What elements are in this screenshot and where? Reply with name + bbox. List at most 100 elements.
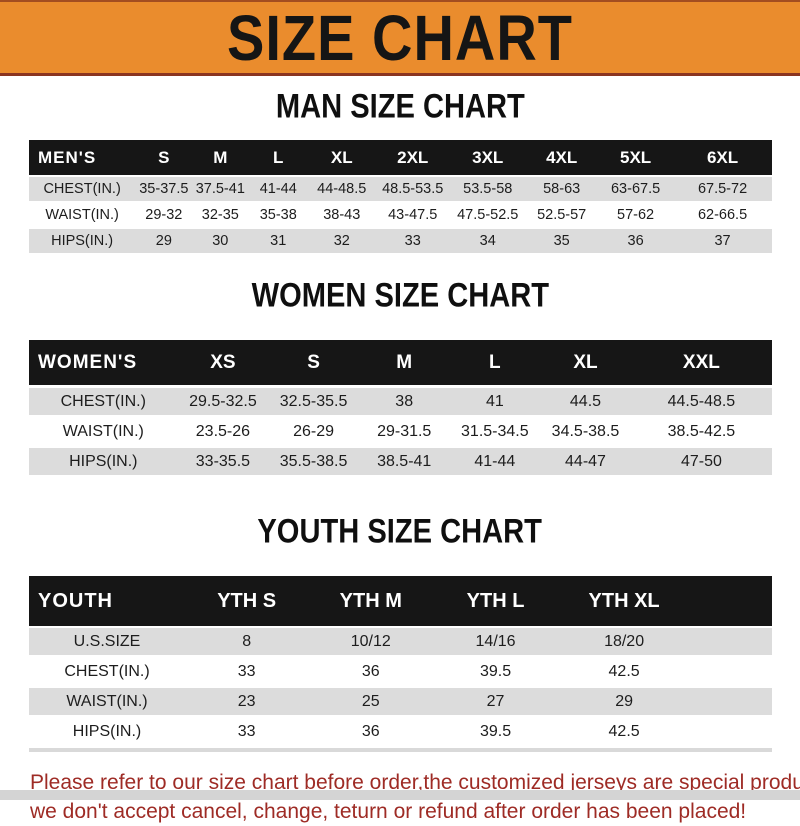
- size-value-cell: 32: [308, 229, 376, 255]
- size-value-cell: 38.5-41: [358, 448, 450, 478]
- size-column-header: 2XL: [375, 140, 451, 177]
- size-column-header: YTH M: [308, 576, 434, 628]
- youth-header-label: YOUTH: [29, 576, 186, 628]
- row-label: WAIST(IN.): [29, 688, 186, 718]
- filler-cell: [690, 718, 772, 748]
- size-column-header: L: [449, 340, 541, 388]
- size-value-cell: 38.5-42.5: [630, 418, 772, 448]
- size-value-cell: 53.5-58: [450, 177, 526, 203]
- size-column-header: XL: [308, 140, 376, 177]
- size-value-cell: 39.5: [433, 718, 558, 748]
- size-value-cell: 48.5-53.5: [375, 177, 451, 203]
- man-section-title: MAN SIZE CHART: [0, 87, 800, 127]
- women-section-title: WOMEN SIZE CHART: [0, 276, 800, 316]
- size-chart-banner: SIZE CHART: [0, 0, 800, 76]
- size-value-cell: 31.5-34.5: [449, 418, 541, 448]
- size-value-cell: 44-48.5: [308, 177, 376, 203]
- size-value-cell: 44-47: [540, 448, 631, 478]
- size-column-header: S: [135, 140, 193, 177]
- size-value-cell: 42.5: [557, 658, 691, 688]
- youth-hips-row: HIPS(IN.) 33 36 39.5 42.5: [29, 718, 772, 748]
- size-column-header: M: [358, 340, 450, 388]
- size-value-cell: 52.5-57: [525, 203, 599, 229]
- women-section-title-text: WOMEN SIZE CHART: [251, 276, 549, 315]
- size-column-header: YTH S: [185, 576, 309, 628]
- youth-table-bottom-strip: [29, 748, 772, 752]
- bottom-gray-strip: [0, 790, 800, 800]
- row-label: CHEST(IN.): [29, 177, 136, 203]
- size-value-cell: 58-63: [525, 177, 599, 203]
- size-column-header: L: [248, 140, 309, 177]
- size-value-cell: 42.5: [557, 718, 691, 748]
- youth-ussize-row: U.S.SIZE 8 10/12 14/16 18/20: [29, 628, 772, 658]
- size-value-cell: 38: [358, 388, 450, 418]
- size-value-cell: 18/20: [557, 628, 691, 658]
- size-column-header: M: [192, 140, 249, 177]
- footer-note-line1: Please refer to our size chart before or…: [30, 771, 800, 794]
- row-label: WAIST(IN.): [29, 418, 178, 448]
- size-value-cell: 36: [308, 718, 434, 748]
- row-label: CHEST(IN.): [29, 658, 186, 688]
- women-chest-row: CHEST(IN.) 29.5-32.5 32.5-35.5 38 41 44.…: [29, 388, 772, 418]
- size-value-cell: 10/12: [308, 628, 434, 658]
- banner-title: SIZE CHART: [227, 0, 573, 74]
- size-value-cell: 47.5-52.5: [450, 203, 526, 229]
- row-label: U.S.SIZE: [29, 628, 186, 658]
- women-waist-row: WAIST(IN.) 23.5-26 26-29 29-31.5 31.5-34…: [29, 418, 772, 448]
- size-value-cell: 41-44: [248, 177, 309, 203]
- women-header-label: WOMEN'S: [29, 340, 178, 388]
- size-value-cell: 30: [192, 229, 249, 255]
- size-column-header: YTH XL: [557, 576, 691, 628]
- youth-section-title: YOUTH SIZE CHART: [0, 513, 800, 553]
- size-value-cell: 34.5-38.5: [540, 418, 631, 448]
- man-section-title-text: MAN SIZE CHART: [275, 87, 525, 126]
- header-filler-cell: [690, 576, 772, 628]
- size-value-cell: 33-35.5: [177, 448, 269, 478]
- men-hips-row: HIPS(IN.) 29 30 31 32 33 34 35 36 37: [29, 229, 772, 255]
- size-value-cell: 29-32: [135, 203, 193, 229]
- men-waist-row: WAIST(IN.) 29-32 32-35 35-38 38-43 43-47…: [29, 203, 772, 229]
- row-label: CHEST(IN.): [29, 388, 178, 418]
- size-value-cell: 35-38: [248, 203, 309, 229]
- size-column-header: S: [268, 340, 359, 388]
- size-value-cell: 32.5-35.5: [268, 388, 359, 418]
- size-value-cell: 57-62: [598, 203, 674, 229]
- size-value-cell: 14/16: [433, 628, 558, 658]
- size-value-cell: 29-31.5: [358, 418, 450, 448]
- men-header-row: MEN'S S M L XL 2XL 3XL 4XL 5XL 6XL: [29, 140, 772, 177]
- size-value-cell: 32-35: [192, 203, 249, 229]
- size-column-header: 5XL: [598, 140, 674, 177]
- women-header-row: WOMEN'S XS S M L XL XXL: [29, 340, 772, 388]
- size-value-cell: 67.5-72: [673, 177, 772, 203]
- size-column-header: XS: [177, 340, 269, 388]
- size-value-cell: 33: [375, 229, 451, 255]
- filler-cell: [690, 658, 772, 688]
- size-value-cell: 37: [673, 229, 772, 255]
- row-label: HIPS(IN.): [29, 229, 136, 255]
- size-value-cell: 37.5-41: [192, 177, 249, 203]
- size-value-cell: 25: [308, 688, 434, 718]
- men-header-label: MEN'S: [29, 140, 136, 177]
- women-hips-row: HIPS(IN.) 33-35.5 35.5-38.5 38.5-41 41-4…: [29, 448, 772, 478]
- size-value-cell: 29.5-32.5: [177, 388, 269, 418]
- size-value-cell: 47-50: [630, 448, 772, 478]
- women-size-table: WOMEN'S XS S M L XL XXL CHEST(IN.) 29.5-…: [29, 340, 772, 478]
- size-value-cell: 29: [557, 688, 691, 718]
- size-value-cell: 35-37.5: [135, 177, 193, 203]
- size-value-cell: 39.5: [433, 658, 558, 688]
- row-label: HIPS(IN.): [29, 448, 178, 478]
- size-value-cell: 62-66.5: [673, 203, 772, 229]
- size-value-cell: 63-67.5: [598, 177, 674, 203]
- size-column-header: 3XL: [450, 140, 526, 177]
- youth-chest-row: CHEST(IN.) 33 36 39.5 42.5: [29, 658, 772, 688]
- size-column-header: 6XL: [673, 140, 772, 177]
- size-value-cell: 36: [308, 658, 434, 688]
- youth-header-row: YOUTH YTH S YTH M YTH L YTH XL: [29, 576, 772, 628]
- size-value-cell: 41: [449, 388, 541, 418]
- row-label: WAIST(IN.): [29, 203, 136, 229]
- size-value-cell: 44.5: [540, 388, 631, 418]
- size-value-cell: 8: [185, 628, 309, 658]
- size-value-cell: 35: [525, 229, 599, 255]
- size-value-cell: 23.5-26: [177, 418, 269, 448]
- youth-size-table: YOUTH YTH S YTH M YTH L YTH XL U.S.SIZE …: [29, 576, 772, 748]
